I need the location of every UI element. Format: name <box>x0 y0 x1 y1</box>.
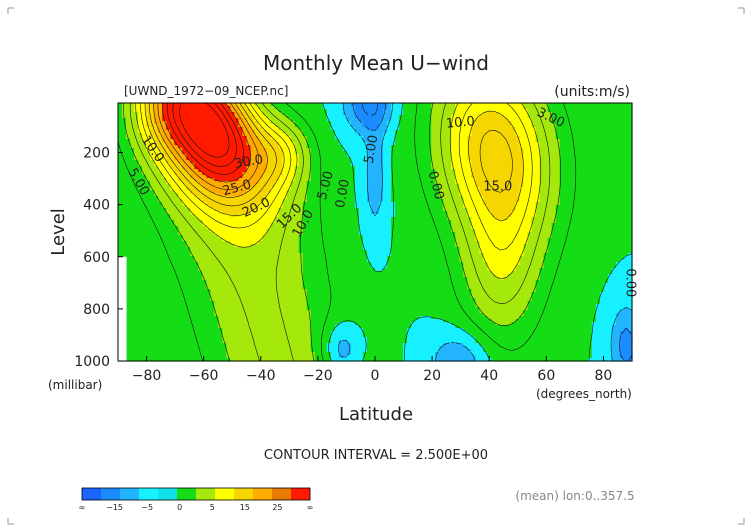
x-tick-label: −80 <box>132 368 162 384</box>
contour-label: 0.00 <box>425 170 447 202</box>
contour-label: 30.0 <box>233 152 264 172</box>
colorbar-bin <box>291 488 311 500</box>
x-tick-label: 0 <box>371 368 380 384</box>
y-tick-label: 400 <box>83 198 110 214</box>
colorbar-tick-label: 5 <box>210 503 215 512</box>
colorbar-bin <box>177 488 197 500</box>
y-axis-unit: (millibar) <box>48 378 102 392</box>
colorbar-tick-label: ∞ <box>307 503 314 512</box>
colorbar: ∞ −15 −5 0 5 15 25 ∞ <box>79 487 314 512</box>
colorbar-bin <box>139 488 159 500</box>
colorbar-bin <box>272 488 292 500</box>
colorbar-tick-label: 0 <box>177 503 182 512</box>
contour-lines <box>117 102 633 362</box>
contour-line <box>179 102 230 158</box>
contour-line <box>157 102 259 190</box>
contour-line <box>322 102 633 362</box>
colorbar-bin <box>253 488 273 500</box>
contour-label: 10.0 <box>445 114 475 131</box>
colorbar-tick-label: ∞ <box>79 503 86 512</box>
x-tick-label: 20 <box>423 368 441 384</box>
y-tick-label: 800 <box>83 302 110 318</box>
x-tick-label: −40 <box>246 368 276 384</box>
colorbar-tick-label: 15 <box>240 503 250 512</box>
footer-note: (mean) lon:0..357.5 <box>515 489 634 503</box>
chart-title: Monthly Mean U−wind <box>263 51 489 75</box>
colorbar-bin <box>120 488 140 500</box>
colorbar-bin <box>82 488 102 500</box>
contour-line <box>129 102 551 362</box>
corner-marks <box>7 7 745 525</box>
contour-label: 5.00 <box>315 170 337 202</box>
colorbar-bin <box>158 488 178 500</box>
x-axis: −80 −60 −40 −20 0 20 40 60 80 <box>132 356 613 384</box>
x-axis-label: Latitude <box>339 404 413 425</box>
colorbar-bin <box>101 488 121 500</box>
colorbar-bin <box>215 488 235 500</box>
contour-label: 0.00 <box>622 268 637 297</box>
contour-label: 0.00 <box>333 178 353 209</box>
y-tick-label: 600 <box>83 250 110 266</box>
y-tick-label: 1000 <box>74 354 110 370</box>
units-label: (units:m/s) <box>554 84 630 100</box>
colorbar-tick-label: 25 <box>272 503 282 512</box>
y-axis-label: Level <box>48 208 69 256</box>
contour-line <box>362 102 378 117</box>
contour-line <box>140 102 533 251</box>
colorbar-tick-label: −15 <box>106 503 123 512</box>
contour-line <box>123 102 561 362</box>
y-axis: 200 400 600 800 1000 <box>74 146 123 370</box>
contour-label: 5.00 <box>362 134 382 165</box>
contour-label: 15.0 <box>483 179 512 194</box>
contour-interval: CONTOUR INTERVAL = 2.500E+00 <box>264 448 488 463</box>
contour-line <box>153 102 268 198</box>
contour-line <box>149 102 513 207</box>
contour-line <box>135 102 542 280</box>
contour-label: 25.0 <box>221 177 253 199</box>
contour-line <box>352 102 633 362</box>
x-tick-label: 40 <box>480 368 498 384</box>
contour-line <box>167 102 244 175</box>
contour-line <box>337 102 633 362</box>
x-tick-label: 60 <box>537 368 555 384</box>
contour-line <box>162 102 251 183</box>
x-tick-label: −60 <box>189 368 219 384</box>
colorbar-tick-label: −5 <box>141 503 153 512</box>
contour-line <box>144 102 524 222</box>
colorbar-bin <box>196 488 216 500</box>
contour-line <box>172 102 237 167</box>
x-tick-label: −20 <box>303 368 333 384</box>
y-tick-label: 200 <box>83 146 110 162</box>
x-axis-unit: (degrees_north) <box>536 387 632 401</box>
colorbar-bin <box>234 488 254 500</box>
x-tick-label: 80 <box>595 368 613 384</box>
file-label: [UWND_1972−09_NCEP.nc] <box>124 84 288 98</box>
